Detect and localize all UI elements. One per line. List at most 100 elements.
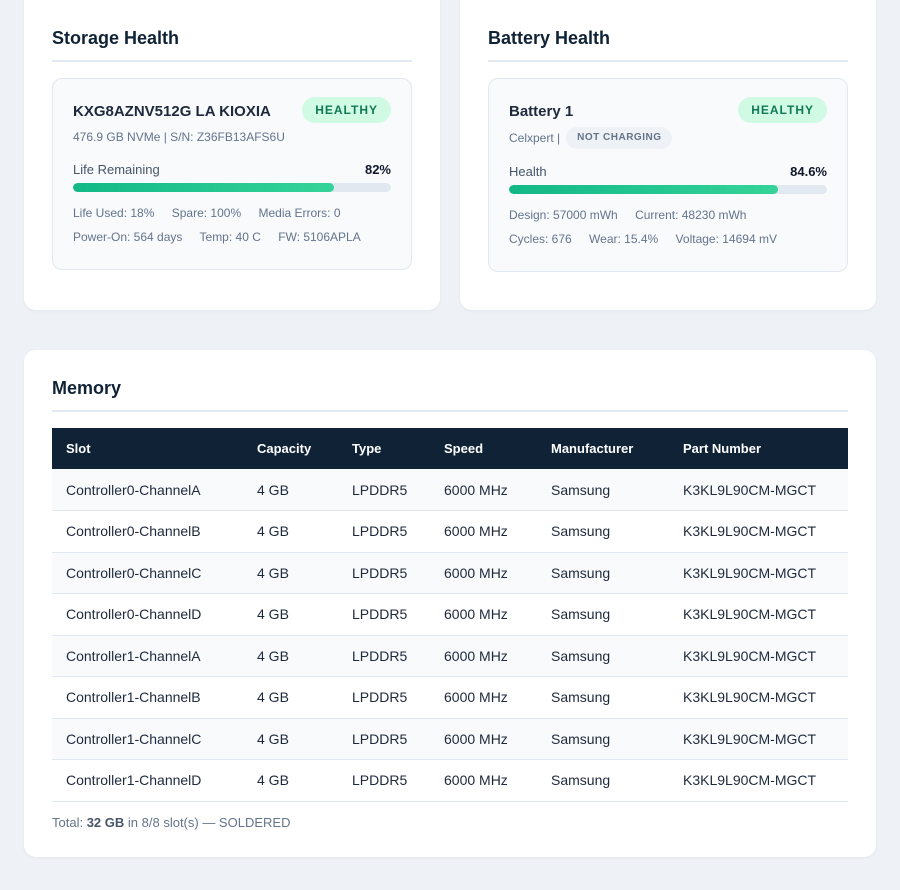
slot-cell: Controller1-ChannelA <box>52 635 243 677</box>
part-number-cell: K3KL9L90CM-MGCT <box>669 593 848 636</box>
storage-stats-line-1: Life Used: 18% Spare: 100% Media Errors:… <box>73 206 355 220</box>
battery-subtitle: Celxpert | NOT CHARGING <box>509 127 673 149</box>
memory-table: Slot Capacity Type Speed Manufacturer Pa… <box>52 428 848 802</box>
manufacturer-cell: Samsung <box>537 759 669 802</box>
manufacturer-cell: Samsung <box>537 676 669 719</box>
life-remaining-label: Life Remaining <box>73 162 160 177</box>
temperature-stat: Temp: 40 C <box>199 230 261 244</box>
battery-name: Battery 1 <box>509 103 574 120</box>
battery-health-row: Health 84.6% <box>509 164 827 179</box>
title-divider <box>52 410 848 412</box>
media-errors-stat: Media Errors: 0 <box>258 206 341 220</box>
capacity-cell: 4 GB <box>243 510 338 553</box>
part-number-cell: K3KL9L90CM-MGCT <box>669 635 848 677</box>
capacity-cell: 4 GB <box>243 718 338 760</box>
memory-total-suffix: in 8/8 slot(s) — SOLDERED <box>127 815 291 830</box>
capacity-cell: 4 GB <box>243 635 338 677</box>
storage-health-title: Storage Health <box>52 28 180 48</box>
title-divider <box>52 60 412 62</box>
manufacturer-cell: Samsung <box>537 635 669 677</box>
speed-cell: 6000 MHz <box>430 510 537 553</box>
table-row: Controller1-ChannelD 4 GB LPDDR5 6000 MHz Sa… <box>52 759 848 802</box>
memory-card: Memory Slot Capacity Type Speed Manufact… <box>24 350 876 857</box>
storage-device-subtitle: 476.9 GB NVMe | S/N: Z36FB13AFS6U <box>73 130 285 144</box>
manufacturer-cell: Samsung <box>537 593 669 636</box>
part-number-cell: K3KL9L90CM-MGCT <box>669 469 848 511</box>
type-cell: LPDDR5 <box>338 510 430 553</box>
part-number-cell: K3KL9L90CM-MGCT <box>669 718 848 760</box>
battery-health-card: Battery Health Battery 1 HEALTHY Celxper… <box>460 0 876 310</box>
manufacturer-cell: Samsung <box>537 552 669 594</box>
firmware-stat: FW: 5106APLA <box>278 230 361 244</box>
slot-cell: Controller1-ChannelD <box>52 759 243 802</box>
column-header-type: Type <box>338 428 430 469</box>
voltage-stat: Voltage: 14694 mV <box>675 232 777 246</box>
charge-state-badge: NOT CHARGING <box>566 127 673 149</box>
table-row: Controller1-ChannelC 4 GB LPDDR5 6000 MHz Sa… <box>52 718 848 760</box>
memory-table-header: Slot Capacity Type Speed Manufacturer Pa… <box>52 428 848 469</box>
battery-status-badge: HEALTHY <box>738 97 827 123</box>
type-cell: LPDDR5 <box>338 676 430 719</box>
part-number-cell: K3KL9L90CM-MGCT <box>669 759 848 802</box>
type-cell: LPDDR5 <box>338 718 430 760</box>
battery-health-title: Battery Health <box>488 28 611 48</box>
manufacturer-cell: Samsung <box>537 469 669 511</box>
type-cell: LPDDR5 <box>338 593 430 636</box>
storage-stats-line-2: Power-On: 564 days Temp: 40 C FW: 5106AP… <box>73 230 375 244</box>
slot-cell: Controller1-ChannelB <box>52 676 243 719</box>
capacity-cell: 4 GB <box>243 552 338 594</box>
part-number-cell: K3KL9L90CM-MGCT <box>669 676 848 719</box>
battery-stats-line-1: Design: 57000 mWh Current: 48230 mWh <box>509 208 760 222</box>
slot-cell: Controller1-ChannelC <box>52 718 243 760</box>
power-on-stat: Power-On: 564 days <box>73 230 183 244</box>
cycles-stat: Cycles: 676 <box>509 232 572 246</box>
battery-health-value: 84.6% <box>790 164 827 179</box>
capacity-cell: 4 GB <box>243 469 338 511</box>
part-number-cell: K3KL9L90CM-MGCT <box>669 552 848 594</box>
speed-cell: 6000 MHz <box>430 552 537 594</box>
wear-stat: Wear: 15.4% <box>589 232 659 246</box>
storage-health-card: Storage Health KXG8AZNV512G LA KIOXIA HE… <box>24 0 440 310</box>
column-header-manufacturer: Manufacturer <box>537 428 669 469</box>
manufacturer-cell: Samsung <box>537 510 669 553</box>
battery-stats-line-2: Cycles: 676 Wear: 15.4% Voltage: 14694 m… <box>509 232 791 246</box>
slot-cell: Controller0-ChannelA <box>52 469 243 511</box>
slot-cell: Controller0-ChannelD <box>52 593 243 636</box>
title-divider <box>488 60 848 62</box>
speed-cell: 6000 MHz <box>430 469 537 511</box>
spare-stat: Spare: 100% <box>171 206 242 220</box>
life-remaining-progress-fill <box>73 183 334 192</box>
life-remaining-value: 82% <box>364 162 391 177</box>
column-header-slot: Slot <box>52 428 243 469</box>
battery-panel: Battery 1 HEALTHY Celxpert | NOT CHARGIN… <box>488 78 848 272</box>
slot-cell: Controller0-ChannelB <box>52 510 243 553</box>
table-row: Controller1-ChannelA 4 GB LPDDR5 6000 MHz Sa… <box>52 635 848 677</box>
battery-vendor: Celxpert | <box>509 131 561 145</box>
storage-status-badge: HEALTHY <box>302 97 391 123</box>
storage-capacity-serial: 476.9 GB NVMe | S/N: Z36FB13AFS6U <box>73 130 285 144</box>
storage-device-panel: KXG8AZNV512G LA KIOXIA HEALTHY 476.9 GB … <box>52 78 412 270</box>
slot-cell: Controller0-ChannelC <box>52 552 243 594</box>
column-header-speed: Speed <box>430 428 537 469</box>
table-row: Controller0-ChannelB 4 GB LPDDR5 6000 MHz Sa… <box>52 510 848 553</box>
speed-cell: 6000 MHz <box>430 593 537 636</box>
speed-cell: 6000 MHz <box>430 759 537 802</box>
type-cell: LPDDR5 <box>338 469 430 511</box>
design-capacity-stat: Design: 57000 mWh <box>509 208 618 222</box>
storage-device-name: KXG8AZNV512G LA KIOXIA <box>73 103 271 120</box>
capacity-cell: 4 GB <box>243 676 338 719</box>
capacity-cell: 4 GB <box>243 759 338 802</box>
column-header-part-number: Part Number <box>669 428 848 469</box>
table-row: Controller0-ChannelD 4 GB LPDDR5 6000 MHz Sa… <box>52 593 848 636</box>
column-header-capacity: Capacity <box>243 428 338 469</box>
type-cell: LPDDR5 <box>338 635 430 677</box>
memory-title: Memory <box>52 378 122 398</box>
life-remaining-progress <box>73 183 391 192</box>
life-remaining-row: Life Remaining 82% <box>73 162 391 177</box>
memory-total: Total: 32 GB in 8/8 slot(s) — SOLDERED <box>52 815 290 830</box>
type-cell: LPDDR5 <box>338 552 430 594</box>
current-capacity-stat: Current: 48230 mWh <box>635 208 747 222</box>
battery-health-progress <box>509 185 827 194</box>
speed-cell: 6000 MHz <box>430 635 537 677</box>
table-row: Controller0-ChannelA 4 GB LPDDR5 6000 MHz Sa… <box>52 469 848 511</box>
